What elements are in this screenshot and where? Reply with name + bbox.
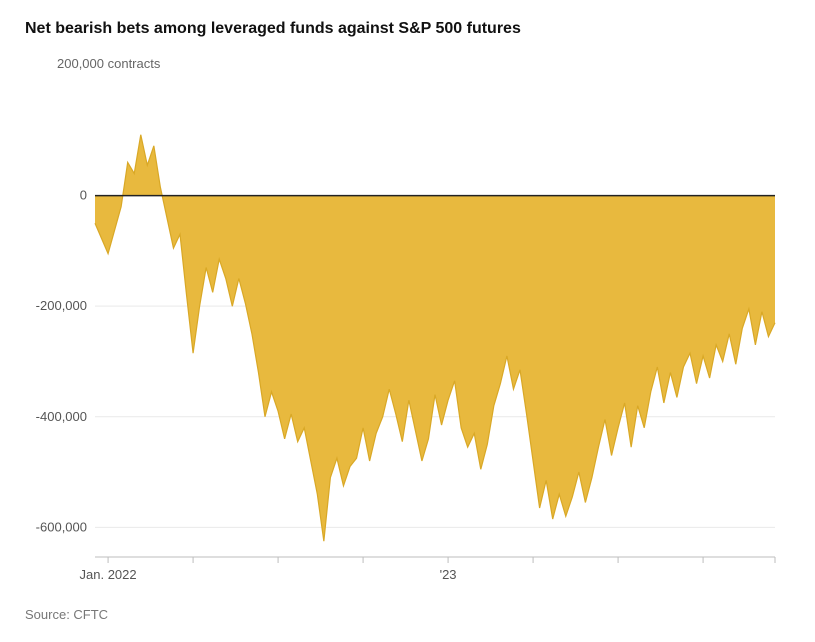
y-tick-label: -200,000 <box>36 298 87 313</box>
chart-plot-area: 0 -200,000 -400,000 -600,000 Jan. 2022 '23 <box>25 75 790 595</box>
y-tick-label: -600,000 <box>36 519 87 534</box>
chart-source: Source: CFTC <box>25 607 790 622</box>
area-chart-svg: 0 -200,000 -400,000 -600,000 Jan. 2022 '23 <box>25 75 785 595</box>
chart-title: Net bearish bets among leveraged funds a… <box>25 20 790 38</box>
y-tick-label: -400,000 <box>36 409 87 424</box>
y-tick-label: 0 <box>80 188 87 203</box>
y-axis-unit-label: 200,000 contracts <box>57 56 790 71</box>
x-tick-label: '23 <box>440 567 457 582</box>
x-tick-label: Jan. 2022 <box>80 567 137 582</box>
